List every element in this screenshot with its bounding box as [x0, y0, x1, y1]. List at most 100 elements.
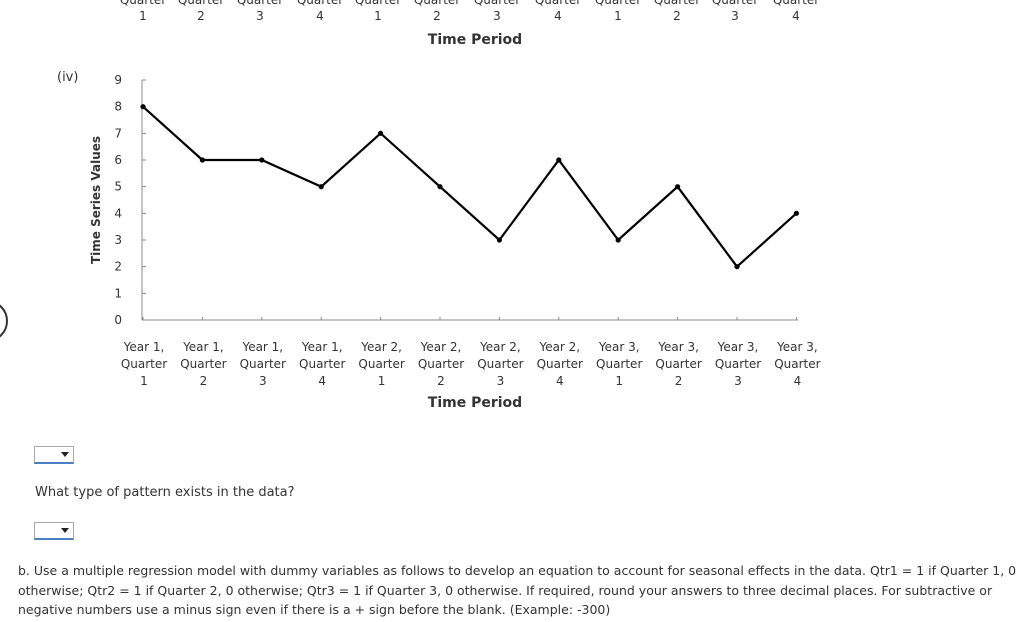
- x-axis-label: Time Period: [428, 395, 522, 411]
- data-point: [675, 184, 681, 190]
- data-point: [199, 157, 205, 163]
- top-axis-tick-label: Quarter 2: [171, 0, 231, 24]
- x-category-label: Quarter: [299, 357, 345, 371]
- x-category-label: Year 3,: [598, 340, 640, 354]
- x-category-label: Quarter: [477, 357, 523, 371]
- part-b-instructions: b. Use a multiple regression model with …: [18, 563, 1017, 617]
- x-category-label: 4: [318, 374, 326, 388]
- top-axis-tick-label: Quarter 1: [348, 0, 408, 24]
- x-category-label: 1: [378, 374, 386, 388]
- top-axis-tick-label: Quarter 4: [290, 0, 350, 24]
- x-category-label: 1: [615, 374, 623, 388]
- top-axis-tick-quarter: Quarter: [711, 0, 759, 7]
- top-axis-tick-label: Quarter 4: [528, 0, 588, 24]
- y-tick-label: 4: [114, 206, 122, 220]
- y-tick-label: 2: [114, 260, 122, 274]
- x-category-label: 3: [734, 374, 742, 388]
- top-axis-tick-number: 3: [493, 9, 501, 23]
- top-axis-tick-quarter: Quarter: [653, 0, 701, 7]
- top-axis-tick-number: 4: [554, 9, 562, 23]
- x-category-label: Quarter: [715, 357, 761, 371]
- y-tick-label: 5: [114, 180, 122, 194]
- data-point: [437, 184, 443, 190]
- x-category-label: 2: [200, 374, 208, 388]
- y-tick-label: 7: [114, 126, 122, 140]
- data-point: [140, 104, 146, 110]
- top-axis-tick-quarter: Quarter: [296, 0, 344, 7]
- top-axis-tick-number: 3: [256, 9, 264, 23]
- x-category-label: Year 3,: [717, 340, 759, 354]
- x-category-label: Quarter: [596, 357, 642, 371]
- x-category-label: Year 2,: [360, 340, 402, 354]
- data-point: [556, 157, 562, 163]
- x-category-label: Year 1,: [241, 340, 283, 354]
- top-axis-tick-number: 1: [139, 9, 147, 23]
- top-axis-tick-quarter: Quarter: [413, 0, 461, 7]
- radio-option-iv[interactable]: [0, 300, 8, 342]
- top-axis-tick-label: Quarter 3: [230, 0, 290, 24]
- chevron-down-icon: [61, 452, 69, 457]
- top-axis-tick-number: 4: [316, 9, 324, 23]
- x-category-label: Year 2,: [479, 340, 521, 354]
- y-tick-label: 3: [114, 233, 122, 247]
- top-axis-tick-label: Quarter 1: [588, 0, 648, 24]
- x-category-label: 4: [556, 374, 564, 388]
- top-axis-tick-number: 1: [374, 9, 382, 23]
- x-category-label: Quarter: [774, 357, 820, 371]
- x-category-label: Quarter: [240, 357, 286, 371]
- data-point: [496, 237, 502, 243]
- y-tick-label: 0: [114, 313, 122, 327]
- data-point: [318, 184, 324, 190]
- y-tick-label: 1: [114, 286, 122, 300]
- data-point: [734, 264, 740, 270]
- top-axis-tick-quarter: Quarter: [594, 0, 642, 7]
- y-tick-label: 6: [114, 153, 122, 167]
- top-axis-tick-number: 1: [614, 9, 622, 23]
- top-axis-tick-quarter: Quarter: [473, 0, 521, 7]
- x-category-label: 1: [140, 374, 148, 388]
- y-tick-label: 9: [114, 73, 122, 87]
- top-axis-tick-number: 3: [731, 9, 739, 23]
- chevron-down-icon: [61, 528, 69, 533]
- x-category-label: 2: [675, 374, 683, 388]
- y-tick-label: 8: [114, 100, 122, 114]
- data-point: [378, 130, 384, 136]
- previous-chart-axis: Quarter 1 Quarter 2 Quarter 3 Quarter 4 Quarter 1…: [0, 0, 1024, 52]
- pattern-dropdown-1[interactable]: [34, 446, 74, 464]
- data-point: [615, 237, 621, 243]
- top-axis-tick-label: Quarter 3: [467, 0, 527, 24]
- data-point: [259, 157, 265, 163]
- x-category-label: 2: [437, 374, 445, 388]
- previous-chart-xlabel: Time Period: [427, 32, 523, 48]
- top-axis-tick-label: Quarter 1: [113, 0, 173, 24]
- top-axis-tick-number: 2: [197, 9, 205, 23]
- top-axis-tick-quarter: Quarter: [177, 0, 225, 7]
- top-axis-tick-label: Quarter 2: [647, 0, 707, 24]
- x-category-label: Year 1,: [123, 340, 165, 354]
- x-category-label: Year 3,: [657, 340, 699, 354]
- top-axis-tick-label: Quarter 2: [407, 0, 467, 24]
- x-category-label: Quarter: [418, 357, 464, 371]
- data-point: [793, 210, 800, 216]
- top-axis-tick-label: Quarter 3: [705, 0, 765, 24]
- top-axis-tick-number: 2: [673, 9, 681, 23]
- top-axis-tick-label: Quarter 4: [766, 0, 826, 24]
- x-category-label: Quarter: [655, 357, 701, 371]
- top-axis-tick-number: 2: [433, 9, 441, 23]
- x-category-label: 3: [259, 374, 267, 388]
- x-category-label: Quarter: [121, 357, 167, 371]
- question-text: What type of pattern exists in the data?: [35, 485, 295, 500]
- x-category-label: Year 2,: [538, 340, 580, 354]
- top-axis-tick-number: 4: [792, 9, 800, 23]
- time-series-chart: 0 1 2 3 4 5 6 7 8 9 Time Series Values Year 1, Quart…: [89, 73, 821, 411]
- y-axis-label: Time Series Values: [89, 136, 103, 264]
- x-category-label: Quarter: [180, 357, 226, 371]
- pattern-dropdown-2[interactable]: [34, 522, 74, 540]
- x-category-label: Year 3,: [776, 340, 818, 354]
- top-axis-tick-quarter: Quarter: [534, 0, 582, 7]
- series-line: [142, 105, 798, 269]
- x-category-label: 4: [794, 374, 802, 388]
- top-axis-tick-quarter: Quarter: [354, 0, 402, 7]
- top-axis-tick-quarter: Quarter: [119, 0, 167, 7]
- x-category-label: Quarter: [358, 357, 404, 371]
